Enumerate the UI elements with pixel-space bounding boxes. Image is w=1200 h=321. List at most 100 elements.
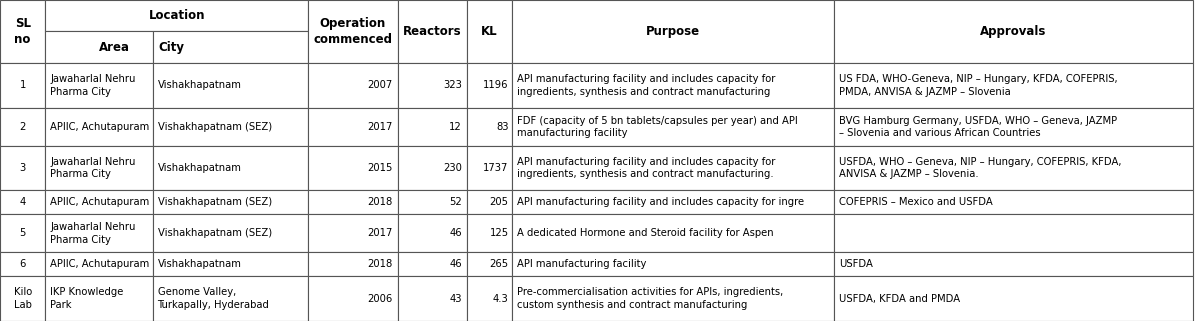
Text: 52: 52	[449, 197, 462, 207]
Bar	[152, 276, 308, 321]
Text: APIIC, Achutapuram: APIIC, Achutapuram	[50, 259, 149, 269]
Text: Operation
commenced: Operation commenced	[313, 17, 392, 46]
Bar	[397, 214, 467, 252]
Bar	[46, 0, 308, 31]
Bar	[308, 214, 397, 252]
Text: 5: 5	[19, 228, 26, 239]
Bar	[46, 108, 152, 146]
Bar	[46, 252, 152, 276]
Text: Vishakhapatnam: Vishakhapatnam	[157, 163, 241, 173]
Text: Vishakhapatnam: Vishakhapatnam	[157, 80, 241, 90]
Text: 2017: 2017	[367, 122, 392, 132]
Text: Vishakhapatnam (SEZ): Vishakhapatnam (SEZ)	[157, 122, 271, 132]
Bar	[512, 214, 834, 252]
Bar	[308, 252, 397, 276]
Bar	[152, 252, 308, 276]
Bar	[397, 146, 467, 190]
Bar	[512, 108, 834, 146]
Text: Vishakhapatnam: Vishakhapatnam	[157, 259, 241, 269]
Text: 2015: 2015	[367, 163, 392, 173]
Bar	[834, 0, 1193, 63]
Text: API manufacturing facility: API manufacturing facility	[517, 259, 647, 269]
Bar	[308, 108, 397, 146]
Text: 2006: 2006	[367, 294, 392, 304]
Text: API manufacturing facility and includes capacity for
ingredients, synthesis and : API manufacturing facility and includes …	[517, 74, 775, 97]
Bar	[834, 146, 1193, 190]
Text: A dedicated Hormone and Steroid facility for Aspen: A dedicated Hormone and Steroid facility…	[517, 228, 774, 239]
Bar	[0, 190, 46, 214]
Bar	[0, 252, 46, 276]
Text: 265: 265	[490, 259, 509, 269]
Text: 43: 43	[450, 294, 462, 304]
Bar	[512, 0, 834, 63]
Bar	[308, 190, 397, 214]
Text: 1196: 1196	[484, 80, 509, 90]
Bar	[152, 190, 308, 214]
Bar	[152, 31, 308, 63]
Bar	[834, 63, 1193, 108]
Bar	[46, 146, 152, 190]
Bar	[397, 276, 467, 321]
Bar	[512, 252, 834, 276]
Text: Kilo
Lab: Kilo Lab	[13, 287, 32, 310]
Bar	[46, 214, 152, 252]
Text: Vishakhapatnam (SEZ): Vishakhapatnam (SEZ)	[157, 197, 271, 207]
Bar	[834, 276, 1193, 321]
Text: Pre-commercialisation activities for APIs, ingredients,
custom synthesis and con: Pre-commercialisation activities for API…	[517, 287, 784, 310]
Text: 46: 46	[449, 259, 462, 269]
Text: 2007: 2007	[367, 80, 392, 90]
Bar	[308, 0, 397, 63]
Text: KL: KL	[481, 25, 498, 38]
Text: 2018: 2018	[367, 197, 392, 207]
Text: API manufacturing facility and includes capacity for ingre: API manufacturing facility and includes …	[517, 197, 804, 207]
Text: Genome Valley,
Turkapally, Hyderabad: Genome Valley, Turkapally, Hyderabad	[157, 287, 270, 310]
Text: BVG Hamburg Germany, USFDA, WHO – Geneva, JAZMP
– Slovenia and various African C: BVG Hamburg Germany, USFDA, WHO – Geneva…	[839, 116, 1117, 138]
Text: USFDA: USFDA	[839, 259, 874, 269]
Text: 3: 3	[19, 163, 26, 173]
Text: Purpose: Purpose	[646, 25, 701, 38]
Text: Jawaharlal Nehru
Pharma City: Jawaharlal Nehru Pharma City	[50, 74, 136, 97]
Bar	[0, 63, 46, 108]
Bar	[512, 276, 834, 321]
Bar	[834, 108, 1193, 146]
Text: 4.3: 4.3	[493, 294, 509, 304]
Bar	[152, 63, 308, 108]
Bar	[397, 190, 467, 214]
Bar	[512, 63, 834, 108]
Text: 2: 2	[19, 122, 26, 132]
Bar	[308, 276, 397, 321]
Text: 83: 83	[496, 122, 509, 132]
Text: 1737: 1737	[484, 163, 509, 173]
Bar	[0, 276, 46, 321]
Bar	[0, 108, 46, 146]
Text: COFEPRIS – Mexico and USFDA: COFEPRIS – Mexico and USFDA	[839, 197, 992, 207]
Bar	[467, 108, 512, 146]
Text: 2018: 2018	[367, 259, 392, 269]
Bar	[834, 190, 1193, 214]
Text: 205: 205	[490, 197, 509, 207]
Text: 323: 323	[443, 80, 462, 90]
Bar	[152, 146, 308, 190]
Text: City: City	[158, 41, 185, 54]
Bar	[834, 214, 1193, 252]
Text: IKP Knowledge
Park: IKP Knowledge Park	[50, 287, 124, 310]
Text: APIIC, Achutapuram: APIIC, Achutapuram	[50, 122, 149, 132]
Text: 12: 12	[449, 122, 462, 132]
Bar	[46, 190, 152, 214]
Bar	[308, 146, 397, 190]
Text: 2017: 2017	[367, 228, 392, 239]
Text: Jawaharlal Nehru
Pharma City: Jawaharlal Nehru Pharma City	[50, 222, 136, 245]
Text: 230: 230	[443, 163, 462, 173]
Bar	[397, 0, 467, 63]
Text: SL
no: SL no	[14, 17, 31, 46]
Text: 125: 125	[490, 228, 509, 239]
Bar	[397, 252, 467, 276]
Text: 4: 4	[19, 197, 26, 207]
Bar	[467, 252, 512, 276]
Text: US FDA, WHO-Geneva, NIP – Hungary, KFDA, COFEPRIS,
PMDA, ANVISA & JAZMP – Sloven: US FDA, WHO-Geneva, NIP – Hungary, KFDA,…	[839, 74, 1118, 97]
Text: 46: 46	[449, 228, 462, 239]
Text: API manufacturing facility and includes capacity for
ingredients, synthesis and : API manufacturing facility and includes …	[517, 157, 775, 179]
Bar	[397, 63, 467, 108]
Bar	[308, 63, 397, 108]
Bar	[46, 31, 152, 63]
